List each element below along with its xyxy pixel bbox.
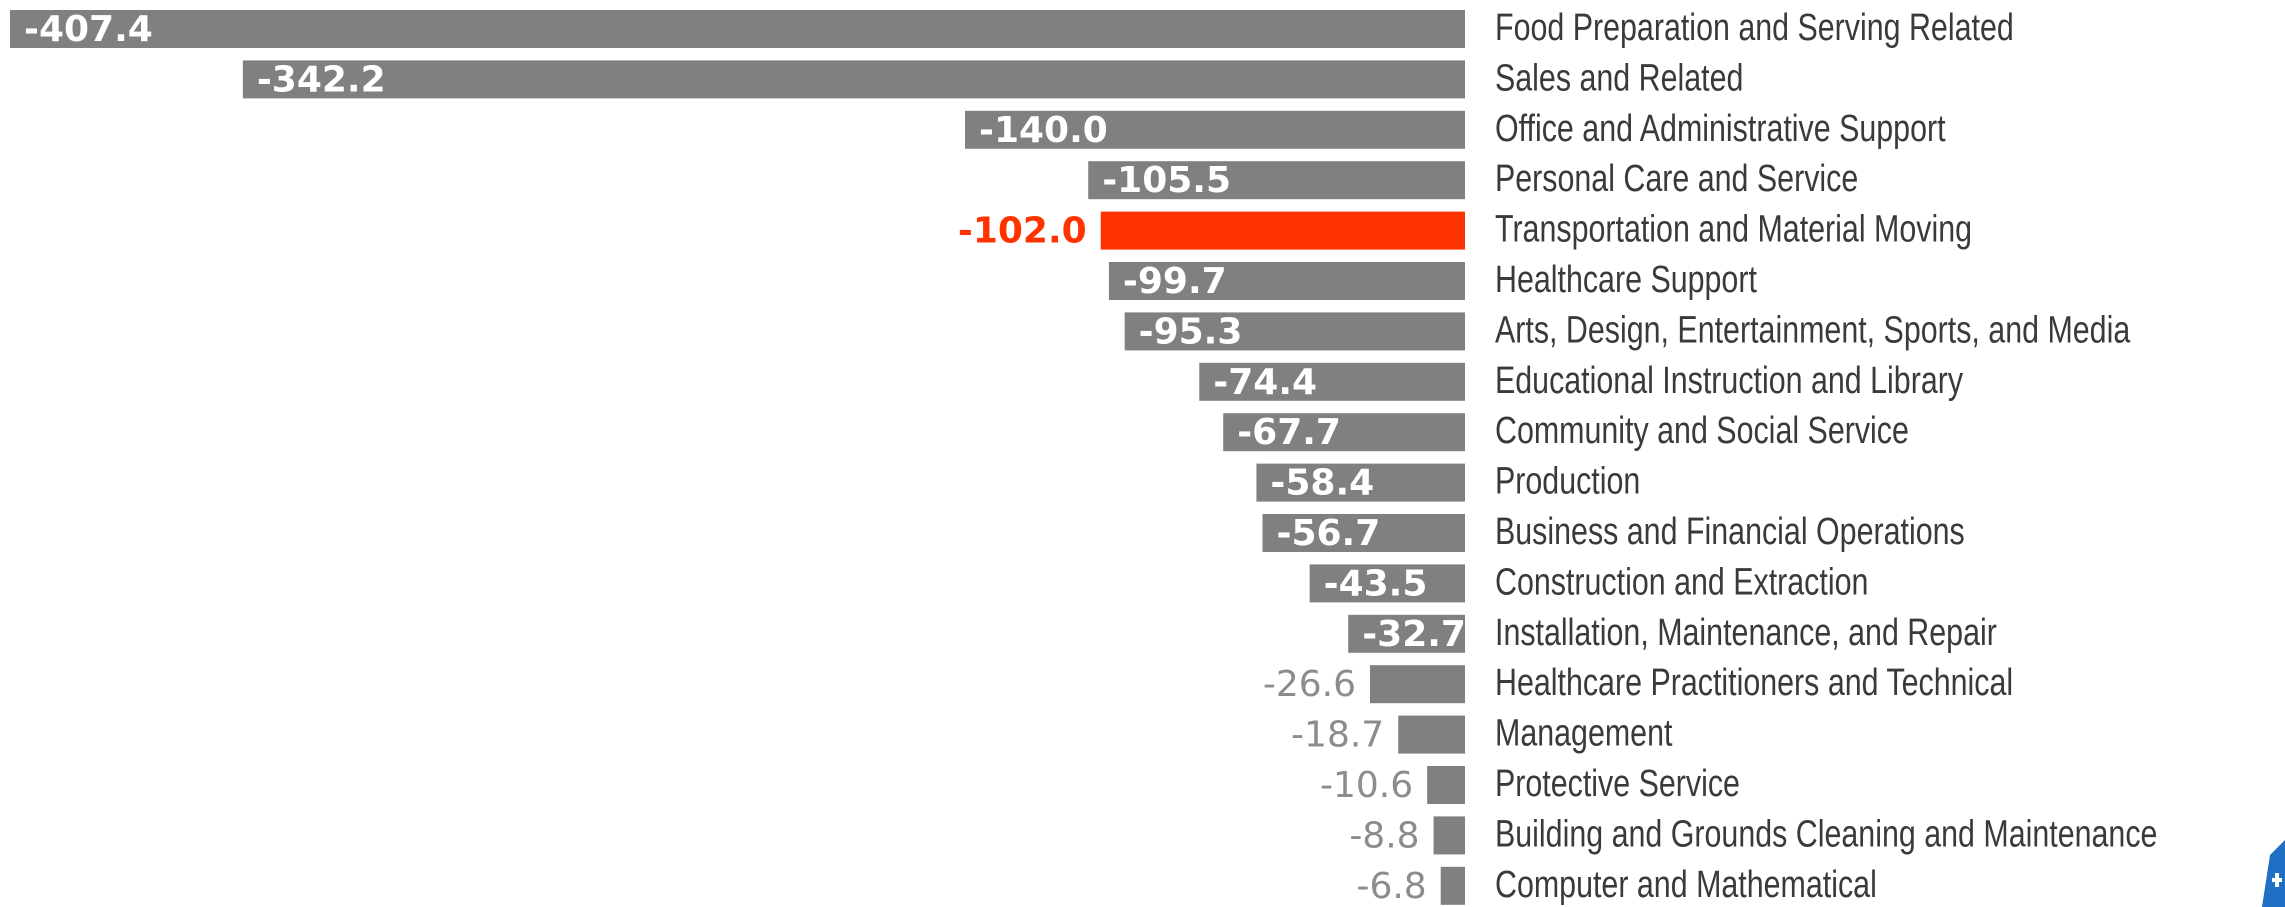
bar	[1427, 766, 1465, 804]
bar	[1124, 312, 1465, 351]
bar	[1398, 715, 1465, 754]
value-label: -105.5	[1102, 160, 1231, 201]
category-label: Production	[1495, 461, 1640, 503]
bar	[1199, 362, 1465, 401]
value-label: -58.4	[1270, 463, 1374, 504]
category-label: Office and Administrative Support	[1495, 108, 1946, 150]
value-label: -32.7	[1362, 614, 1466, 655]
category-label: Management	[1495, 713, 1673, 755]
value-label: -95.3	[1139, 311, 1243, 352]
bar	[1088, 161, 1465, 200]
category-label: Community and Social Service	[1495, 410, 1909, 452]
value-label: -99.7	[1123, 261, 1227, 302]
bar	[10, 10, 1465, 48]
category-label: Installation, Maintenance, and Repair	[1495, 612, 1997, 654]
bar	[1223, 413, 1465, 452]
value-label: -10.6	[1320, 765, 1413, 806]
bar	[1348, 614, 1465, 653]
bar	[965, 110, 1465, 149]
bar	[242, 60, 1465, 99]
bar	[1100, 211, 1465, 250]
value-label: -43.5	[1324, 563, 1428, 604]
value-label: -26.6	[1263, 664, 1356, 705]
category-label: Healthcare Support	[1495, 259, 1757, 301]
logo-mark	[2272, 873, 2282, 887]
value-label: -342.2	[257, 59, 386, 100]
value-label: -407.4	[24, 9, 153, 50]
category-label: Food Preparation and Serving Related	[1495, 7, 2014, 49]
bar	[1309, 564, 1465, 603]
bar	[1433, 816, 1465, 855]
bar	[1256, 463, 1465, 502]
category-label: Building and Grounds Cleaning and Mainte…	[1495, 813, 2157, 855]
bar	[1262, 514, 1465, 552]
value-label: -67.7	[1237, 412, 1341, 453]
value-label: -140.0	[979, 110, 1108, 151]
logo-fragment	[2262, 840, 2285, 907]
category-label: Protective Service	[1495, 763, 1740, 805]
value-label: -18.7	[1291, 715, 1384, 756]
category-label: Educational Instruction and Library	[1495, 360, 1964, 402]
value-label: -8.8	[1349, 815, 1419, 856]
category-label: Healthcare Practitioners and Technical	[1495, 662, 2013, 704]
category-label: Arts, Design, Entertainment, Sports, and…	[1495, 309, 2131, 351]
category-label: Construction and Extraction	[1495, 561, 1868, 603]
category-label: Business and Financial Operations	[1495, 511, 1965, 553]
value-label: -6.8	[1356, 866, 1426, 907]
bar	[1370, 665, 1465, 704]
category-label: Computer and Mathematical	[1495, 864, 1877, 906]
category-label: Transportation and Material Moving	[1495, 209, 1972, 251]
value-label: -102.0	[958, 211, 1087, 252]
bar	[1108, 262, 1465, 300]
value-label: -74.4	[1213, 362, 1317, 403]
value-label: -56.7	[1277, 513, 1381, 554]
category-label: Personal Care and Service	[1495, 158, 1858, 200]
category-label: Sales and Related	[1495, 57, 1743, 99]
bar	[1440, 866, 1465, 905]
